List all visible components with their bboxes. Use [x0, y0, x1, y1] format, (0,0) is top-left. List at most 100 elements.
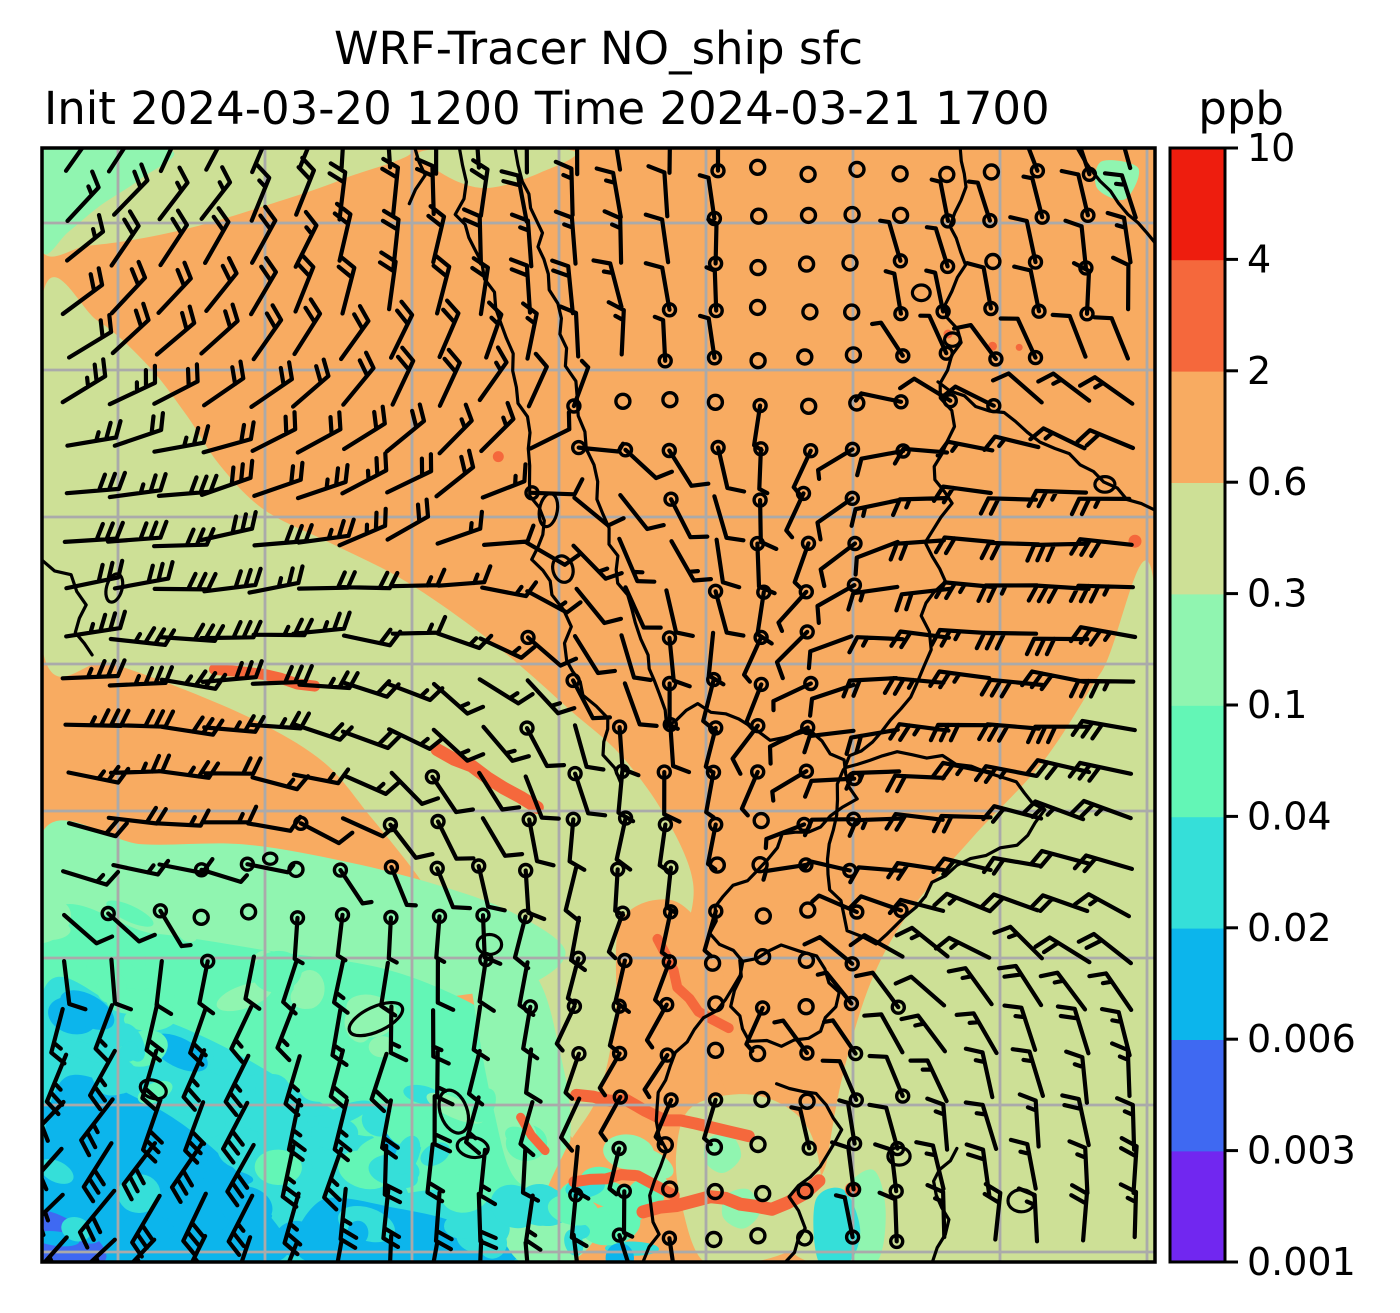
calm-circle	[570, 950, 586, 966]
speckle	[394, 1135, 421, 1175]
calm-circle	[571, 439, 587, 456]
colorbar-segment	[1170, 148, 1225, 261]
calm-circle	[797, 951, 816, 969]
calm-circle	[844, 441, 861, 457]
calm-circle	[844, 490, 860, 506]
calm-circle	[1034, 209, 1050, 225]
wind-barb-strokes	[42, 148, 1139, 1262]
calm-circle	[707, 583, 724, 599]
calm-circle	[843, 995, 860, 1012]
colorbar-tick-label: 0.3	[1247, 572, 1307, 616]
calm-circle	[754, 1000, 771, 1016]
calm-circle	[656, 764, 672, 780]
calm-circle	[893, 306, 909, 322]
calm-circle	[661, 954, 677, 970]
calm-circle	[842, 862, 858, 879]
calm-circle	[520, 629, 536, 646]
calm-circle	[565, 811, 581, 827]
calm-circle	[753, 441, 769, 457]
calm-circle	[703, 954, 722, 972]
calm-circle	[708, 816, 724, 833]
calm-circle	[657, 816, 674, 833]
calm-circle	[614, 763, 630, 779]
calm-circle	[846, 577, 863, 593]
calm-circle	[659, 1047, 675, 1063]
calm-circles	[100, 158, 1098, 1250]
calm-circle	[706, 1041, 725, 1060]
speckle	[178, 926, 198, 943]
calm-circle	[983, 300, 999, 317]
calm-circle	[610, 861, 626, 877]
calm-circle	[152, 903, 169, 919]
calm-circle	[800, 719, 816, 736]
calm-circle	[754, 1184, 772, 1203]
calm-circle	[748, 1044, 767, 1063]
calm-circle	[893, 902, 909, 919]
speckle	[347, 1220, 369, 1246]
speckle	[119, 1041, 139, 1062]
colorbar-segment	[1170, 259, 1225, 372]
calm-circle	[803, 675, 819, 692]
calm-circle	[1080, 207, 1096, 224]
colorbar-tick-label: 0.006	[1247, 1017, 1356, 1061]
calm-circle	[800, 397, 818, 415]
calm-circle	[895, 348, 911, 364]
calm-circle	[803, 443, 819, 459]
calm-circle	[517, 908, 534, 925]
streak-spot	[1015, 343, 1023, 351]
calm-circle	[524, 485, 540, 501]
coastline	[729, 943, 841, 1048]
calm-circle	[843, 205, 861, 224]
calm-circle	[332, 862, 349, 878]
calm-circle	[289, 910, 306, 926]
calm-circle	[706, 210, 723, 227]
streak	[430, 743, 544, 814]
calm-circle	[940, 213, 956, 229]
calm-circle	[617, 952, 633, 969]
calm-circle	[890, 999, 906, 1015]
calm-circle	[611, 719, 628, 735]
colorbar-tick-label: 0.02	[1247, 906, 1332, 950]
calm-circle	[706, 671, 722, 688]
calm-circle	[518, 862, 534, 879]
island-outline	[138, 1078, 168, 1101]
calm-circle	[798, 763, 815, 779]
calm-circle	[888, 1183, 904, 1199]
calm-circle	[1027, 349, 1044, 366]
calm-circle	[1027, 254, 1044, 270]
calm-circle	[287, 860, 305, 879]
calm-circle	[752, 492, 768, 508]
calm-circle	[797, 255, 816, 273]
calm-circle	[845, 811, 862, 827]
calm-circle	[571, 1045, 587, 1062]
calm-circle	[616, 1183, 632, 1200]
calm-circle	[100, 905, 116, 922]
speckle	[211, 1074, 268, 1097]
streak-spot	[492, 451, 504, 463]
calm-circle	[1031, 303, 1047, 319]
calm-circle	[756, 584, 772, 600]
colorbar-tick-label: 2	[1247, 349, 1271, 393]
plot-title: WRF-Tracer NO_ship sfc	[334, 22, 863, 75]
speckle	[122, 938, 147, 970]
calm-circle	[565, 672, 581, 689]
plot-subtitle: Init 2024-03-20 1200 Time 2024-03-21 170…	[44, 84, 1284, 134]
calm-circle	[798, 584, 814, 600]
calm-circle	[239, 856, 256, 872]
calm-circle	[661, 675, 678, 692]
calm-circle	[799, 165, 817, 184]
calm-circle	[799, 1045, 815, 1061]
calm-circle	[656, 1136, 674, 1154]
calm-circle	[889, 1140, 906, 1157]
speckle	[605, 1243, 635, 1262]
coastline	[453, 148, 623, 785]
calm-circle	[192, 908, 210, 926]
calm-circle	[892, 253, 909, 269]
calm-circle	[750, 764, 766, 780]
calm-circle	[749, 535, 766, 552]
calm-circle	[753, 676, 769, 693]
calm-circle	[522, 999, 538, 1015]
speckle	[311, 1148, 336, 1185]
calm-circle	[661, 1180, 679, 1198]
